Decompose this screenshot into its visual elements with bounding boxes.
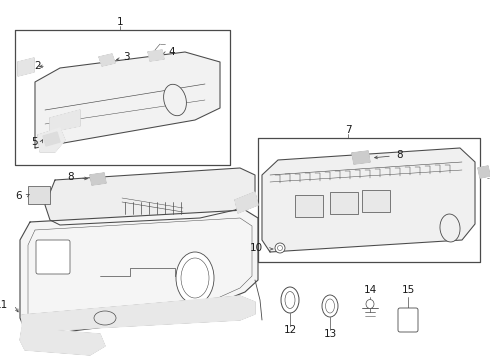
Text: 11: 11 bbox=[0, 300, 8, 310]
Ellipse shape bbox=[164, 84, 186, 116]
Ellipse shape bbox=[440, 214, 460, 242]
Polygon shape bbox=[20, 210, 258, 335]
Polygon shape bbox=[235, 192, 258, 213]
Text: 5: 5 bbox=[31, 137, 37, 147]
Polygon shape bbox=[45, 168, 255, 225]
Text: 10: 10 bbox=[250, 243, 263, 253]
Ellipse shape bbox=[325, 299, 335, 313]
Ellipse shape bbox=[176, 252, 214, 304]
Polygon shape bbox=[352, 151, 370, 164]
Polygon shape bbox=[478, 166, 490, 178]
Polygon shape bbox=[99, 54, 115, 66]
Text: 9: 9 bbox=[489, 177, 490, 187]
Polygon shape bbox=[18, 58, 34, 76]
Text: 1: 1 bbox=[117, 17, 123, 27]
FancyBboxPatch shape bbox=[398, 308, 418, 332]
Ellipse shape bbox=[366, 300, 374, 309]
Text: 4: 4 bbox=[169, 47, 175, 57]
Ellipse shape bbox=[181, 258, 209, 298]
Ellipse shape bbox=[275, 243, 285, 253]
FancyBboxPatch shape bbox=[330, 192, 358, 214]
Ellipse shape bbox=[285, 292, 295, 309]
Text: 8: 8 bbox=[68, 172, 74, 182]
Text: 2: 2 bbox=[35, 61, 41, 71]
FancyBboxPatch shape bbox=[295, 195, 323, 217]
Ellipse shape bbox=[281, 287, 299, 313]
Text: 15: 15 bbox=[401, 285, 415, 295]
Polygon shape bbox=[148, 50, 164, 61]
FancyBboxPatch shape bbox=[36, 240, 70, 274]
Polygon shape bbox=[22, 296, 255, 332]
Polygon shape bbox=[38, 128, 65, 152]
Polygon shape bbox=[262, 148, 475, 252]
FancyBboxPatch shape bbox=[28, 186, 50, 204]
Polygon shape bbox=[43, 132, 60, 146]
Text: 14: 14 bbox=[364, 285, 377, 295]
Polygon shape bbox=[50, 110, 80, 132]
FancyBboxPatch shape bbox=[362, 190, 390, 212]
Text: 12: 12 bbox=[283, 325, 296, 335]
Text: 7: 7 bbox=[344, 125, 351, 135]
Ellipse shape bbox=[277, 246, 283, 251]
Polygon shape bbox=[90, 173, 106, 185]
Ellipse shape bbox=[94, 311, 116, 325]
Text: 6: 6 bbox=[15, 191, 22, 201]
Text: 13: 13 bbox=[323, 329, 337, 339]
Polygon shape bbox=[35, 52, 220, 148]
Polygon shape bbox=[20, 328, 105, 355]
Ellipse shape bbox=[322, 295, 338, 317]
Text: 8: 8 bbox=[396, 150, 403, 160]
Text: 3: 3 bbox=[122, 52, 129, 62]
